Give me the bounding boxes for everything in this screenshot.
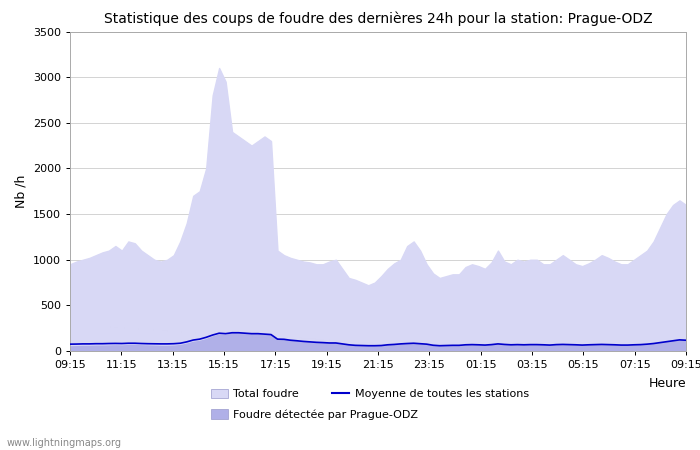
Y-axis label: Nb /h: Nb /h [14,175,27,208]
Text: www.lightningmaps.org: www.lightningmaps.org [7,438,122,448]
Title: Statistique des coups de foudre des dernières 24h pour la station: Prague-ODZ: Statistique des coups de foudre des dern… [104,12,652,26]
Legend: Foudre détectée par Prague-ODZ: Foudre détectée par Prague-ODZ [211,409,419,420]
Text: Heure: Heure [648,377,686,390]
